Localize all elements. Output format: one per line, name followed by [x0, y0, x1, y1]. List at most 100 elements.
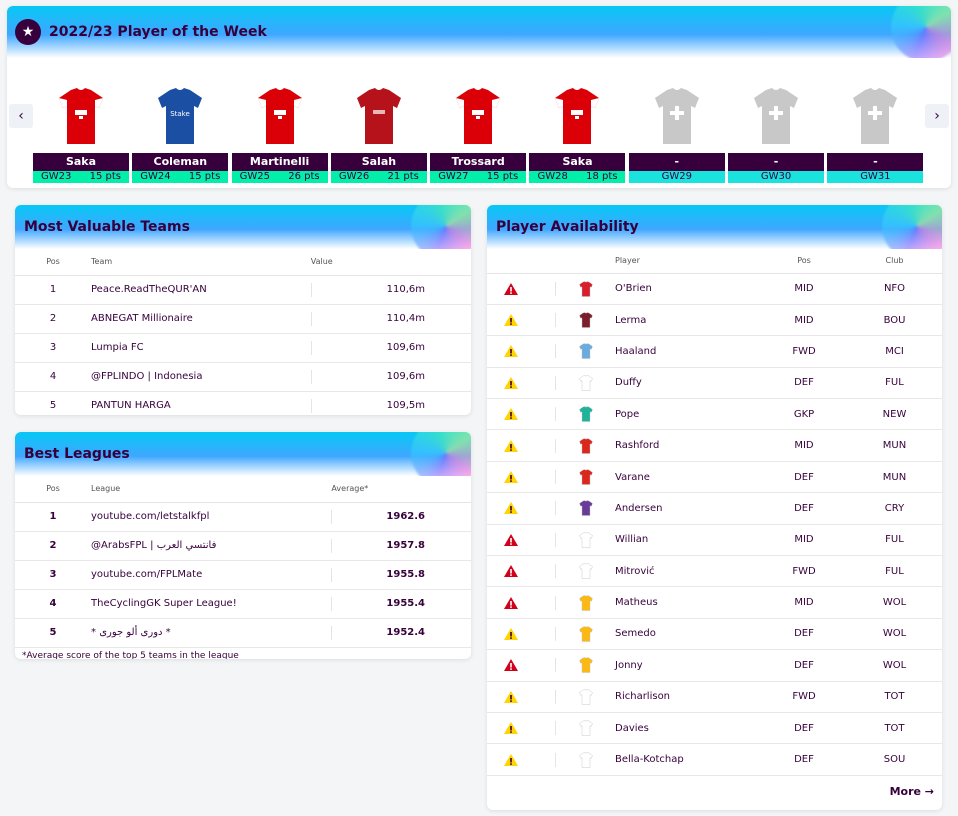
- doubtful-alert-icon[interactable]: [503, 690, 519, 704]
- potw-player-name: -: [728, 153, 825, 171]
- table-row[interactable]: Willian MID FUL: [487, 524, 942, 557]
- row-team[interactable]: Peace.ReadTheQUR'AN: [91, 275, 311, 305]
- row-club: NFO: [847, 273, 942, 305]
- prev-arrow-button[interactable]: ‹: [9, 104, 33, 128]
- divider: [555, 501, 556, 516]
- injury-alert-icon[interactable]: [503, 658, 519, 672]
- row-player[interactable]: Matheus: [615, 586, 761, 619]
- table-row[interactable]: Duffy DEF FUL: [487, 367, 942, 400]
- divider: [555, 281, 556, 296]
- doubtful-alert-icon[interactable]: [503, 470, 519, 484]
- row-player[interactable]: Andersen: [615, 492, 761, 525]
- table-row[interactable]: Matheus MID WOL: [487, 586, 942, 619]
- doubtful-alert-icon[interactable]: [503, 753, 519, 767]
- table-row[interactable]: Haaland FWD MCI: [487, 335, 942, 368]
- divider: [555, 344, 556, 359]
- potw-item[interactable]: Saka GW28 18 pts: [529, 70, 626, 183]
- potw-item[interactable]: Trossard GW27 15 pts: [430, 70, 527, 183]
- doubtful-alert-icon[interactable]: [503, 376, 519, 390]
- doubtful-alert-icon[interactable]: [503, 407, 519, 421]
- row-average-cell: 1952.4: [331, 618, 471, 648]
- potw-points: 21 pts: [387, 171, 419, 182]
- table-row[interactable]: Varane DEF MUN: [487, 461, 942, 494]
- injury-alert-icon[interactable]: [503, 533, 519, 547]
- table-row[interactable]: 1 Peace.ReadTheQUR'AN 110,6m: [15, 275, 471, 305]
- table-row[interactable]: Richarlison FWD TOT: [487, 681, 942, 713]
- row-pos: DEF: [761, 461, 847, 494]
- row-pos: 3: [15, 560, 91, 590]
- potw-item[interactable]: - GW29: [628, 70, 725, 183]
- row-player[interactable]: Davies: [615, 712, 761, 745]
- table-row[interactable]: 4 TheCyclingGK Super League! 1955.4: [15, 589, 471, 619]
- injury-alert-icon[interactable]: [503, 564, 519, 578]
- table-row[interactable]: 2 ABNEGAT Millionaire 110,4m: [15, 304, 471, 334]
- row-pos: DEF: [761, 743, 847, 776]
- table-row[interactable]: Davies DEF TOT: [487, 712, 942, 745]
- row-player[interactable]: Varane: [615, 461, 761, 494]
- table-row[interactable]: 3 Lumpia FC 109,6m: [15, 333, 471, 363]
- row-player[interactable]: Jonny: [615, 649, 761, 682]
- table-row[interactable]: Pope GKP NEW: [487, 398, 942, 431]
- row-team[interactable]: ABNEGAT Millionaire: [91, 304, 311, 334]
- row-player[interactable]: Bella-Kotchap: [615, 743, 761, 776]
- potw-item[interactable]: - GW30: [728, 70, 825, 183]
- doubtful-alert-icon[interactable]: [503, 627, 519, 641]
- doubtful-alert-icon[interactable]: [503, 439, 519, 453]
- potw-item[interactable]: Saka GW23 15 pts: [33, 70, 129, 183]
- potw-item[interactable]: - GW31: [827, 70, 924, 183]
- row-team[interactable]: PANTUN HARGA: [91, 391, 311, 415]
- table-row[interactable]: 2 @ArabsFPL | فانتسي العرب 1957.8: [15, 531, 471, 561]
- row-player[interactable]: Duffy: [615, 367, 761, 400]
- row-team[interactable]: @FPLINDO | Indonesia: [91, 362, 311, 392]
- potw-item[interactable]: Stake Coleman GW24 15 pts: [132, 70, 229, 183]
- row-player[interactable]: O'Brien: [615, 273, 761, 305]
- potw-title: 2022/23 Player of the Week: [49, 24, 267, 40]
- table-row[interactable]: 5 * دوری ألو جوری * 1952.4: [15, 618, 471, 648]
- row-team[interactable]: Lumpia FC: [91, 333, 311, 363]
- row-league[interactable]: youtube.com/letstalkfpl: [91, 502, 332, 532]
- table-row[interactable]: Mitrović FWD FUL: [487, 555, 942, 588]
- row-player[interactable]: Mitrović: [615, 555, 761, 588]
- row-pos: MID: [761, 586, 847, 619]
- table-row[interactable]: O'Brien MID NFO: [487, 273, 942, 305]
- row-league[interactable]: * دوری ألو جوری *: [91, 618, 332, 648]
- table-row[interactable]: Rashford MID MUN: [487, 429, 942, 462]
- more-link[interactable]: More →: [889, 785, 934, 798]
- col-kit: [547, 249, 615, 274]
- row-player[interactable]: Richarlison: [615, 681, 761, 713]
- table-row[interactable]: Jonny DEF WOL: [487, 649, 942, 682]
- injury-alert-icon[interactable]: [503, 282, 519, 296]
- doubtful-alert-icon[interactable]: [503, 721, 519, 735]
- doubtful-alert-icon[interactable]: [503, 313, 519, 327]
- table-row[interactable]: Bella-Kotchap DEF SOU: [487, 743, 942, 776]
- injury-alert-icon[interactable]: [503, 596, 519, 610]
- row-pos: FWD: [761, 555, 847, 588]
- row-player[interactable]: Willian: [615, 524, 761, 557]
- table-row[interactable]: Lerma MID BOU: [487, 304, 942, 337]
- row-player[interactable]: Pope: [615, 398, 761, 431]
- table-row[interactable]: 5 PANTUN HARGA 109,5m: [15, 391, 471, 415]
- row-player[interactable]: Semedo: [615, 618, 761, 651]
- table-row[interactable]: Andersen DEF CRY: [487, 492, 942, 525]
- row-player[interactable]: Rashford: [615, 429, 761, 462]
- next-arrow-button[interactable]: ›: [925, 104, 949, 128]
- header-decoration: [891, 6, 951, 58]
- potw-item[interactable]: Salah GW26 21 pts: [330, 70, 427, 183]
- shirt-icon: Stake: [158, 88, 203, 144]
- row-league[interactable]: @ArabsFPL | فانتسي العرب: [91, 531, 332, 561]
- row-player[interactable]: Lerma: [615, 304, 761, 337]
- row-league[interactable]: youtube.com/FPLMate: [91, 560, 332, 590]
- kit-icon: [578, 532, 593, 548]
- divider: [555, 595, 556, 610]
- table-row[interactable]: Semedo DEF WOL: [487, 618, 942, 651]
- potw-item[interactable]: Martinelli GW25 26 pts: [231, 70, 328, 183]
- doubtful-alert-icon[interactable]: [503, 344, 519, 358]
- doubtful-alert-icon[interactable]: [503, 501, 519, 515]
- row-average: 1962.6: [386, 511, 425, 522]
- row-league[interactable]: TheCyclingGK Super League!: [91, 589, 332, 619]
- table-row[interactable]: 1 youtube.com/letstalkfpl 1962.6: [15, 502, 471, 532]
- table-row[interactable]: 3 youtube.com/FPLMate 1955.8: [15, 560, 471, 590]
- row-player[interactable]: Haaland: [615, 335, 761, 368]
- status-cell: [487, 524, 547, 557]
- table-row[interactable]: 4 @FPLINDO | Indonesia 109,6m: [15, 362, 471, 392]
